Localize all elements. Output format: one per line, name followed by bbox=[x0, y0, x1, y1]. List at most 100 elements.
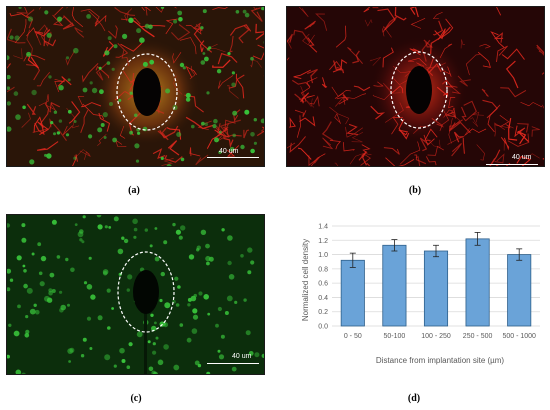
astrocyte-process bbox=[412, 125, 430, 134]
neuron-cell bbox=[106, 288, 111, 293]
neuron-cell bbox=[98, 66, 102, 70]
neuron-cell bbox=[113, 44, 118, 49]
neuron-cell bbox=[15, 114, 21, 120]
neuron-cell bbox=[151, 325, 157, 332]
astrocyte-process bbox=[424, 128, 438, 141]
neuron-cell bbox=[97, 315, 103, 321]
astrocyte-process bbox=[80, 109, 89, 133]
astrocyte-process bbox=[217, 75, 234, 89]
astrocyte-process bbox=[9, 12, 29, 19]
neuron-cell bbox=[111, 67, 115, 71]
neuron-cell bbox=[25, 315, 29, 319]
astrocyte-process bbox=[447, 128, 470, 145]
neuron-cell bbox=[121, 236, 125, 240]
neuron-cell bbox=[139, 37, 145, 43]
neuron-cell bbox=[220, 334, 225, 339]
astrocyte-process bbox=[34, 29, 51, 37]
x-tick-label: 0 - 50 bbox=[344, 333, 362, 340]
neuron-cell bbox=[127, 274, 133, 280]
x-tick-label: 250 - 500 bbox=[463, 333, 493, 340]
astrocyte-process bbox=[287, 33, 293, 43]
astrocyte-process bbox=[412, 156, 421, 166]
neuron-cell bbox=[217, 349, 221, 353]
astrocyte-process bbox=[520, 101, 543, 108]
astrocyte-process bbox=[307, 37, 318, 53]
neuron-cell bbox=[203, 294, 209, 300]
neuron-cell bbox=[67, 348, 74, 354]
neuron-cell bbox=[152, 350, 157, 355]
astrocyte-process bbox=[68, 101, 81, 124]
astrocyte-process bbox=[189, 65, 196, 80]
neuron-cell bbox=[7, 101, 11, 106]
astrocyte-process bbox=[108, 25, 118, 39]
neuron-cell bbox=[160, 271, 165, 277]
neuron-cell bbox=[89, 347, 93, 350]
bar bbox=[340, 259, 365, 327]
neuron-cell bbox=[136, 28, 142, 34]
neuron-cell bbox=[97, 127, 103, 133]
green-channel-image bbox=[7, 215, 264, 374]
astrocyte-process bbox=[332, 60, 345, 74]
neuron-cell bbox=[200, 229, 207, 235]
astrocyte-process bbox=[329, 106, 350, 125]
astrocyte-process bbox=[114, 91, 135, 101]
neuron-cell bbox=[21, 372, 26, 374]
neuron-cell bbox=[44, 10, 49, 15]
astrocyte-process bbox=[501, 48, 525, 60]
astrocyte-process bbox=[442, 18, 454, 38]
neuron-cell bbox=[200, 60, 206, 65]
neuron-cell bbox=[99, 89, 104, 95]
neuron-cell bbox=[102, 269, 109, 275]
neuron-cell bbox=[31, 252, 35, 256]
neuron-cell bbox=[227, 235, 233, 241]
neuron-cell bbox=[244, 12, 250, 18]
astrocyte-process bbox=[306, 68, 318, 84]
astrocyte-process bbox=[544, 88, 545, 97]
astrocyte-process bbox=[145, 7, 148, 16]
neuron-cell bbox=[97, 224, 103, 230]
neuron-cell bbox=[205, 255, 211, 262]
astrocyte-process bbox=[80, 8, 100, 25]
astrocyte-process bbox=[252, 44, 264, 61]
astrocyte-process bbox=[65, 50, 76, 66]
neuron-cell bbox=[205, 243, 210, 249]
neuron-cell bbox=[179, 62, 185, 68]
astrocyte-process bbox=[255, 23, 264, 40]
astrocyte-process bbox=[334, 93, 349, 101]
astrocyte-process bbox=[26, 29, 33, 57]
neuron-cell bbox=[24, 333, 30, 338]
astrocyte-process bbox=[536, 44, 544, 54]
astrocyte-process bbox=[94, 14, 107, 27]
astrocyte-process bbox=[496, 7, 502, 16]
astrocyte-process bbox=[310, 153, 326, 166]
astrocyte-process bbox=[377, 8, 396, 31]
astrocyte-process bbox=[250, 7, 263, 22]
astrocyte-process bbox=[43, 27, 48, 41]
neuron-cell bbox=[163, 240, 168, 245]
astrocyte-process bbox=[443, 109, 457, 119]
neuron-cell bbox=[48, 75, 52, 79]
bar bbox=[465, 238, 490, 327]
dashed-region-outline bbox=[390, 51, 448, 129]
astrocyte-process bbox=[304, 20, 316, 30]
neuron-cell bbox=[89, 81, 93, 85]
astrocyte-process bbox=[7, 86, 15, 93]
neuron-cell bbox=[73, 47, 79, 54]
astrocyte-process bbox=[193, 27, 213, 53]
astrocyte-process bbox=[287, 39, 292, 49]
neuron-cell bbox=[104, 50, 110, 56]
neuron-cell bbox=[154, 256, 160, 262]
neuron-cell bbox=[194, 360, 200, 366]
neuron-cell bbox=[25, 329, 30, 334]
astrocyte-process bbox=[477, 51, 491, 68]
astrocyte-process bbox=[382, 16, 398, 33]
astrocyte-process bbox=[419, 137, 430, 152]
neuron-cell bbox=[67, 109, 72, 114]
neuron-cell bbox=[77, 231, 84, 238]
astrocyte-process bbox=[334, 162, 339, 166]
neuron-cell bbox=[107, 326, 111, 330]
neuron-cell bbox=[175, 229, 181, 235]
neuron-cell bbox=[91, 87, 98, 94]
astrocyte-process bbox=[444, 107, 457, 118]
neuron-cell bbox=[263, 41, 264, 44]
